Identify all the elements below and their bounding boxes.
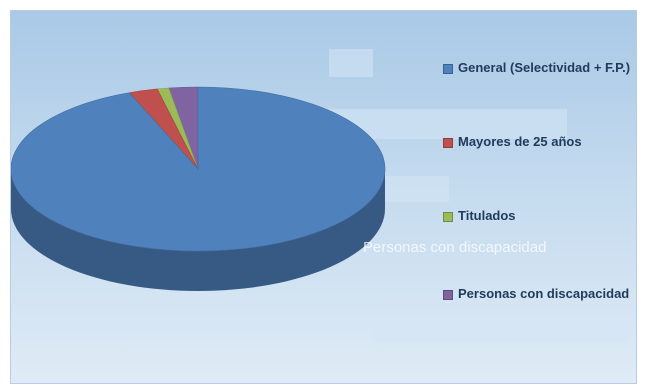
pie-slice-0 <box>11 86 386 252</box>
legend-label-general: General (Selectividad + F.P.) <box>458 60 631 75</box>
legend-swatch-titulados <box>443 212 453 222</box>
decor-box <box>329 109 567 139</box>
chart-area: Personas con discapacidad General (Selec… <box>10 10 637 384</box>
legend-label-mayores: Mayores de 25 años <box>458 134 582 149</box>
legend: General (Selectividad + F.P.) Mayores de… <box>443 11 638 383</box>
legend-label-discapacidad: Personas con discapacidad <box>458 286 630 301</box>
decor-box <box>329 49 373 77</box>
decor-box <box>373 321 631 343</box>
pie-chart <box>11 86 386 291</box>
pie-side-0 <box>11 169 385 291</box>
ghost-label: Personas con discapacidad <box>363 239 547 256</box>
legend-item-mayores: Mayores de 25 años <box>443 133 633 150</box>
legend-swatch-general <box>443 64 453 74</box>
legend-label-titulados: Titulados <box>458 208 516 223</box>
legend-item-titulados: Titulados <box>443 207 633 224</box>
legend-swatch-mayores <box>443 138 453 148</box>
legend-item-general: General (Selectividad + F.P.) <box>443 59 633 76</box>
legend-swatch-discapacidad <box>443 290 453 300</box>
legend-item-discapacidad: Personas con discapacidad <box>443 285 633 302</box>
